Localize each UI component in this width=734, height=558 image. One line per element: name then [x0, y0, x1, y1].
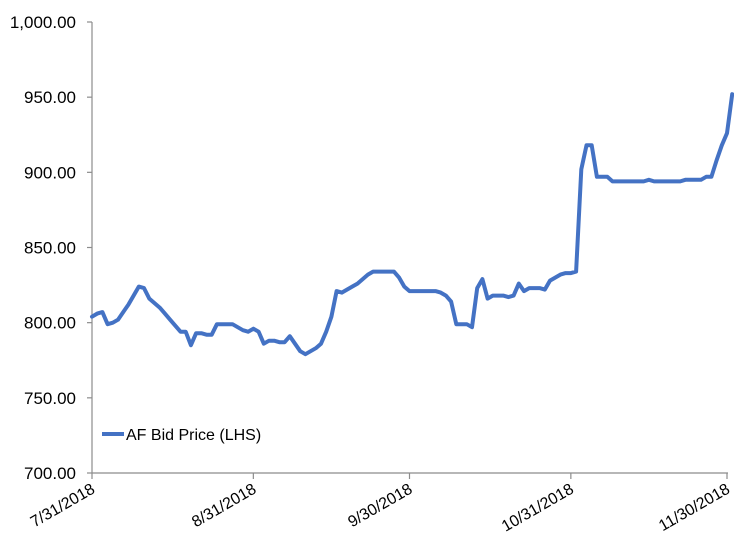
x-tick-label: 10/31/2018 [499, 481, 577, 536]
y-tick-label: 850.00 [24, 239, 76, 258]
y-tick-label: 800.00 [24, 314, 76, 333]
x-tick-label: 11/30/2018 [656, 481, 733, 535]
x-tick-label: 8/31/2018 [189, 481, 259, 531]
series-line [90, 92, 734, 357]
legend-label: AF Bid Price (LHS) [126, 427, 261, 444]
x-tick-label: 9/30/2018 [345, 481, 415, 531]
y-tick-label: 750.00 [24, 389, 76, 408]
y-tick-label: 700.00 [24, 464, 76, 483]
x-tick-label: 7/31/2018 [28, 481, 98, 531]
series-layer [90, 92, 734, 357]
y-tick-label: 950.00 [24, 88, 76, 107]
legend: AF Bid Price (LHS) [102, 427, 261, 444]
x-axis: 7/31/2018 8/31/2018 9/30/2018 10/31/2018 11/… [28, 472, 733, 536]
y-tick-label: 1,000.00 [10, 13, 76, 32]
y-axis: 700.00 750.00 800.00 850.00 900.00 950.00 1,00… [10, 13, 93, 483]
y-tick-label: 900.00 [24, 163, 76, 182]
